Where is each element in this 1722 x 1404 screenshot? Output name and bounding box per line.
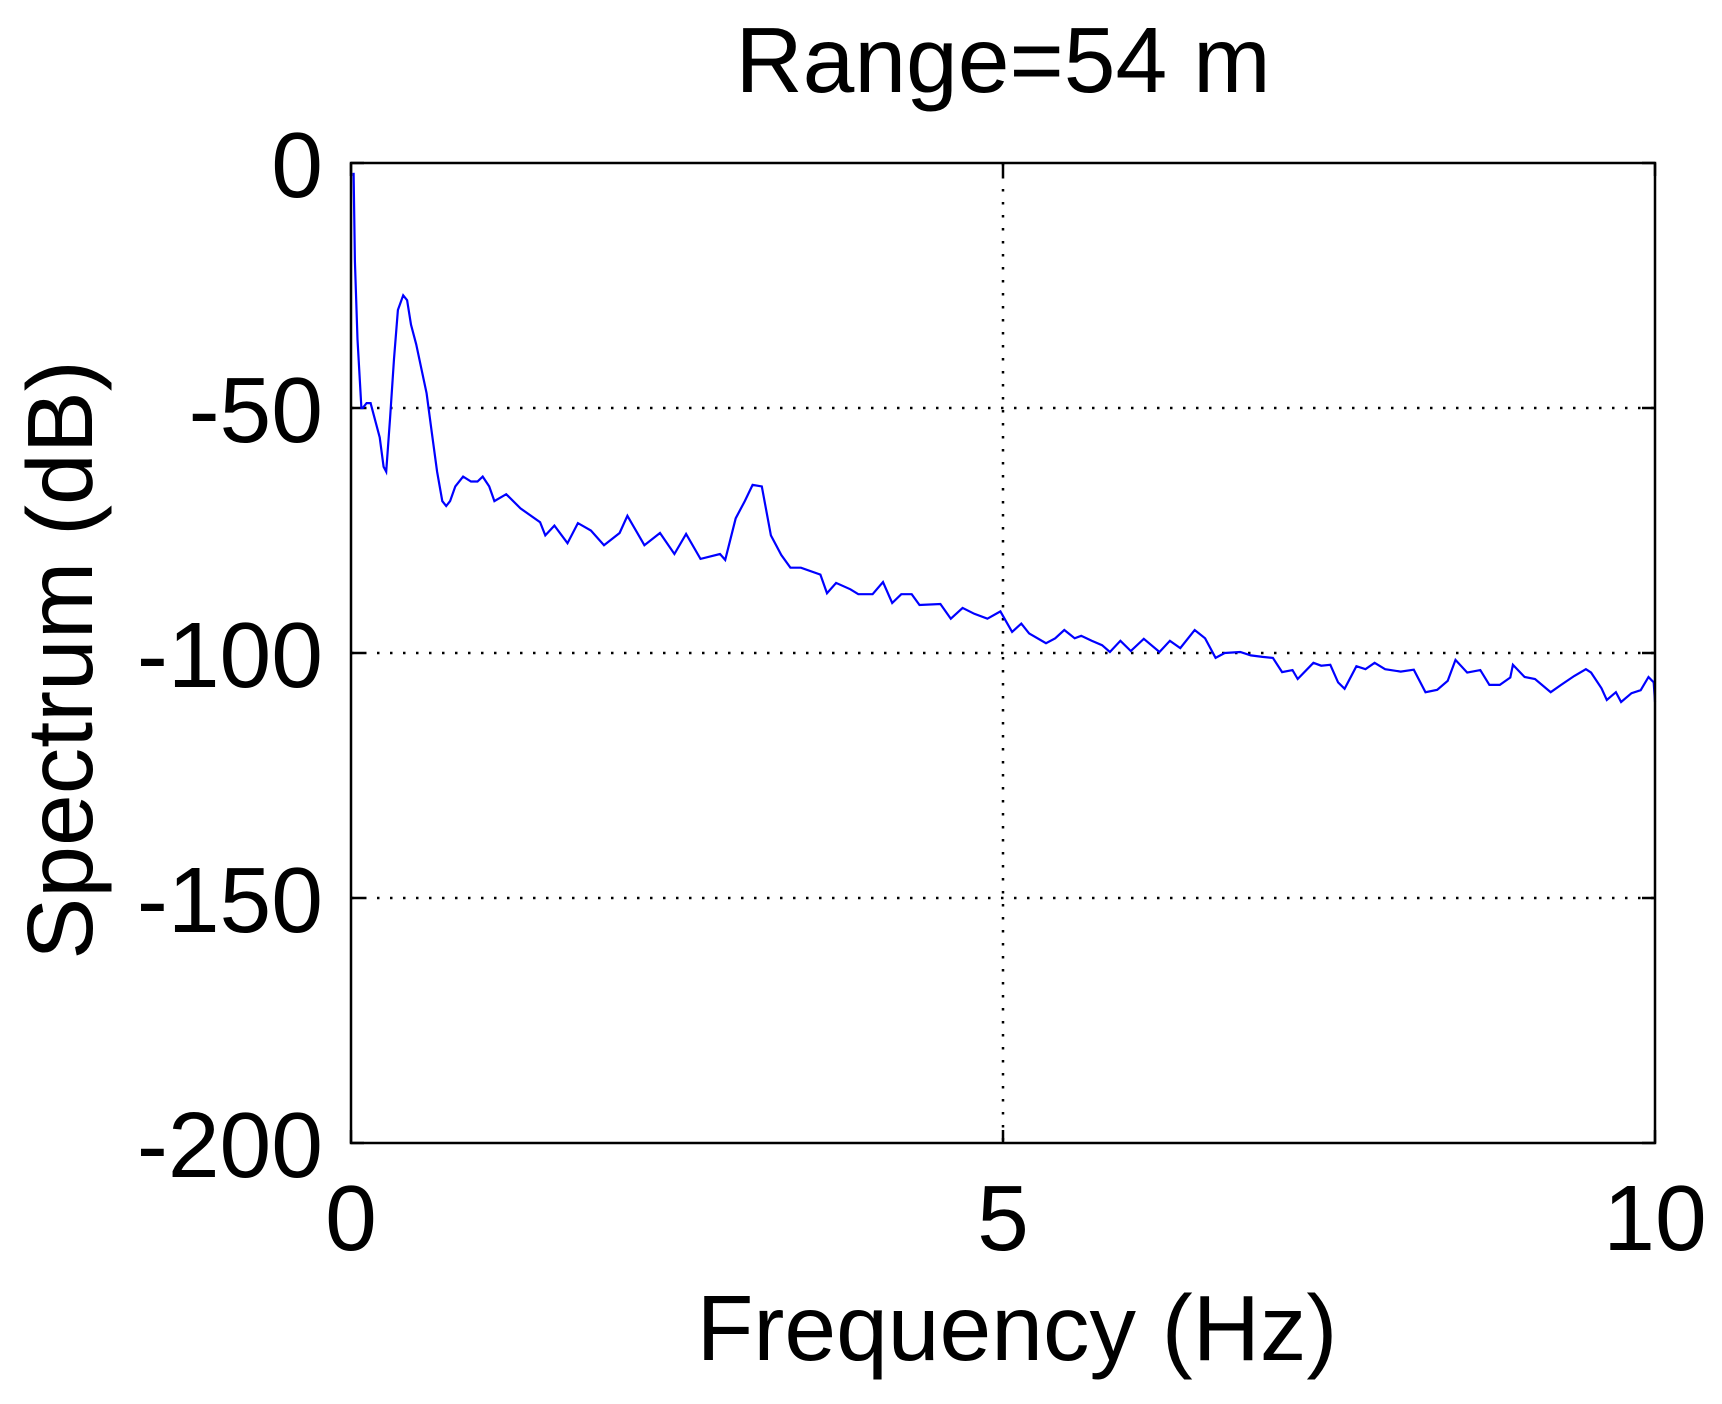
x-tick-label: 0 (325, 1166, 377, 1270)
x-tick-labels: 0 5 10 (325, 1166, 1707, 1270)
y-tick-label: -150 (137, 848, 323, 952)
chart-title: Range=54 m (735, 8, 1270, 112)
plot-area (349, 161, 1657, 1145)
x-axis-label: Frequency (Hz) (697, 1276, 1338, 1380)
spectrum-line (352, 172, 1657, 704)
grid-lines (351, 163, 1655, 1143)
plot-frame (349, 161, 1657, 1145)
y-axis-label: Spectrum (dB) (8, 360, 112, 960)
y-tick-label: -100 (137, 603, 323, 707)
x-tick-label: 5 (977, 1166, 1029, 1270)
x-tick-label: 10 (1603, 1166, 1706, 1270)
y-tick-label: 0 (271, 113, 323, 217)
y-tick-labels: 0 -50 -100 -150 -200 (137, 113, 323, 1197)
y-tick-label: -50 (189, 358, 323, 462)
y-tick-label: -200 (137, 1093, 323, 1197)
